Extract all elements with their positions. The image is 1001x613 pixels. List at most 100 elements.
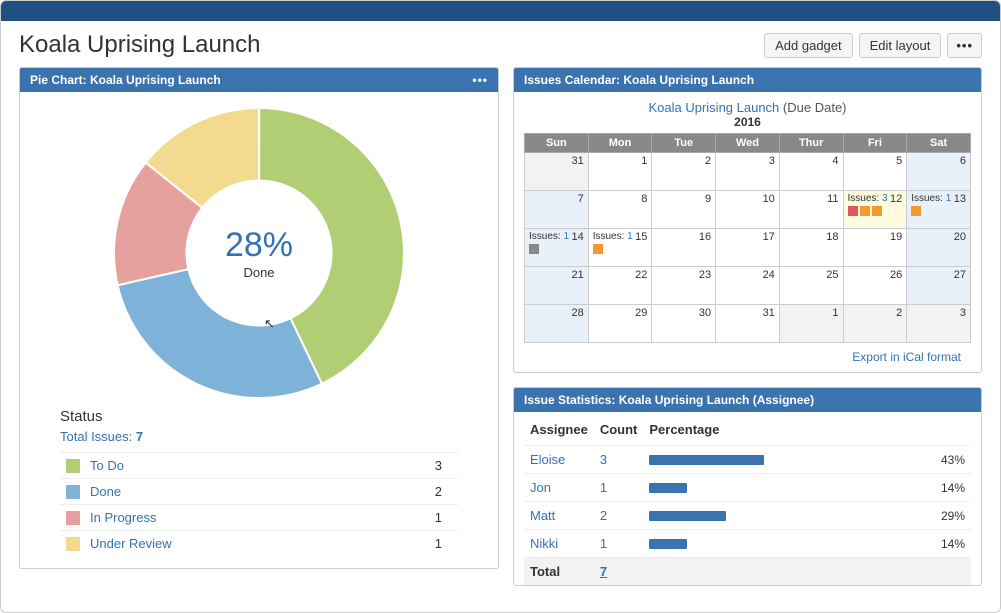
total-issues-link[interactable]: Total Issues: 7	[60, 429, 458, 444]
legend-label[interactable]: To Do	[90, 458, 435, 473]
issue-block[interactable]	[872, 206, 882, 216]
stats-row: Eloise 3 43%	[524, 446, 971, 474]
legend-label[interactable]: Under Review	[90, 536, 435, 551]
calendar-cell[interactable]: 19	[843, 229, 907, 267]
calendar-day-number: 25	[826, 269, 838, 281]
calendar-cell[interactable]: 9	[652, 191, 716, 229]
calendar-subtitle: (Due Date)	[783, 100, 847, 115]
export-ical-link[interactable]: Export in iCal format	[852, 350, 961, 364]
calendar-cell[interactable]: 30	[652, 305, 716, 343]
calendar-gadget: Issues Calendar: Koala Uprising Launch K…	[513, 67, 982, 373]
calendar-cell[interactable]: 10	[716, 191, 780, 229]
calendar-cell[interactable]: 3	[716, 153, 780, 191]
calendar-cell[interactable]: 2	[652, 153, 716, 191]
calendar-cell[interactable]: 2	[843, 305, 907, 343]
pie-chart-gadget: Pie Chart: Koala Uprising Launch ••• 28%…	[19, 67, 499, 569]
stats-table: Assignee Count Percentage Eloise343%Jon1…	[524, 418, 971, 585]
count-link[interactable]: 1	[600, 480, 607, 495]
percentage-label: 43%	[927, 453, 965, 467]
calendar-cell[interactable]: 12Issues: 3	[843, 191, 907, 229]
pie-slice[interactable]	[118, 269, 322, 398]
calendar-day-number: 24	[763, 269, 775, 281]
calendar-cell[interactable]: 14Issues: 1	[525, 229, 589, 267]
stats-gadget: Issue Statistics: Koala Uprising Launch …	[513, 387, 982, 586]
calendar-cell[interactable]: 27	[907, 267, 971, 305]
calendar-day-number: 10	[763, 193, 775, 205]
legend-label[interactable]: In Progress	[90, 510, 435, 525]
calendar-cell[interactable]: 7	[525, 191, 589, 229]
issue-block[interactable]	[593, 244, 603, 254]
legend-swatch	[66, 485, 80, 499]
assignee-link[interactable]: Nikki	[530, 536, 558, 551]
calendar-cell[interactable]: 1	[779, 305, 843, 343]
legend-row[interactable]: To Do3	[60, 452, 458, 478]
issue-block[interactable]	[529, 244, 539, 254]
calendar-cell[interactable]: 11	[779, 191, 843, 229]
stats-row: Jon 1 14%	[524, 474, 971, 502]
calendar-day-number: 21	[571, 269, 583, 281]
legend-row[interactable]: In Progress1	[60, 504, 458, 530]
calendar-cell[interactable]: 5	[843, 153, 907, 191]
gadget-menu-icon[interactable]: •••	[472, 73, 488, 87]
calendar-day-header: Fri	[843, 134, 907, 153]
count-link[interactable]: 2	[600, 508, 607, 523]
brand-bar	[1, 1, 1000, 21]
add-gadget-button[interactable]: Add gadget	[764, 33, 853, 58]
total-count-link[interactable]: 7	[600, 564, 607, 579]
calendar-cell[interactable]: 16	[652, 229, 716, 267]
calendar-cell[interactable]: 24	[716, 267, 780, 305]
pie-center-label: Done	[225, 265, 293, 280]
calendar-cell[interactable]: 20	[907, 229, 971, 267]
calendar-cell[interactable]: 25	[779, 267, 843, 305]
legend-row[interactable]: Done2	[60, 478, 458, 504]
assignee-link[interactable]: Jon	[530, 480, 551, 495]
percentage-label: 14%	[927, 481, 965, 495]
issue-block[interactable]	[911, 206, 921, 216]
legend-count: 1	[435, 510, 452, 525]
calendar-cell[interactable]: 21	[525, 267, 589, 305]
count-link[interactable]: 1	[600, 536, 607, 551]
calendar-cell[interactable]: 8	[588, 191, 652, 229]
gadget-title: Issue Statistics: Koala Uprising Launch …	[524, 393, 814, 407]
calendar-cell[interactable]: 3	[907, 305, 971, 343]
calendar-day-number: 2	[896, 307, 902, 319]
pie-center-percent: 28%	[225, 226, 293, 265]
edit-layout-button[interactable]: Edit layout	[859, 33, 942, 58]
calendar-day-number: 18	[826, 231, 838, 243]
assignee-link[interactable]: Eloise	[530, 452, 565, 467]
calendar-cell[interactable]: 4	[779, 153, 843, 191]
calendar-cell[interactable]: 22	[588, 267, 652, 305]
col-assignee: Assignee	[524, 418, 594, 446]
content: Pie Chart: Koala Uprising Launch ••• 28%…	[1, 67, 1000, 586]
calendar-cell[interactable]: 31	[525, 153, 589, 191]
page-title: Koala Uprising Launch	[19, 31, 764, 59]
legend-row[interactable]: Under Review1	[60, 530, 458, 556]
calendar-cell[interactable]: 29	[588, 305, 652, 343]
calendar-cell[interactable]: 31	[716, 305, 780, 343]
calendar-cell[interactable]: 28	[525, 305, 589, 343]
calendar-cell[interactable]: 6	[907, 153, 971, 191]
calendar-day-number: 31	[763, 307, 775, 319]
calendar-cell[interactable]: 1	[588, 153, 652, 191]
issue-blocks	[529, 244, 584, 254]
count-link[interactable]: 3	[600, 452, 607, 467]
calendar-cell[interactable]: 17	[716, 229, 780, 267]
legend-count: 2	[435, 484, 452, 499]
issue-block[interactable]	[860, 206, 870, 216]
assignee-link[interactable]: Matt	[530, 508, 555, 523]
calendar-cell[interactable]: 15Issues: 1	[588, 229, 652, 267]
calendar-cell[interactable]: 18	[779, 229, 843, 267]
legend-label[interactable]: Done	[90, 484, 435, 499]
calendar-day-number: 19	[890, 231, 902, 243]
calendar-cell[interactable]: 26	[843, 267, 907, 305]
issue-block[interactable]	[848, 206, 858, 216]
calendar-day-number: 7	[578, 193, 584, 205]
calendar-day-number: 15	[635, 231, 647, 243]
calendar-day-number: 5	[896, 155, 902, 167]
calendar-cell[interactable]: 23	[652, 267, 716, 305]
calendar-cell[interactable]: 13Issues: 1	[907, 191, 971, 229]
calendar-day-number: 30	[699, 307, 711, 319]
legend-count: 3	[435, 458, 452, 473]
calendar-project-link[interactable]: Koala Uprising Launch	[648, 100, 779, 115]
more-actions-button[interactable]: •••	[947, 33, 982, 58]
